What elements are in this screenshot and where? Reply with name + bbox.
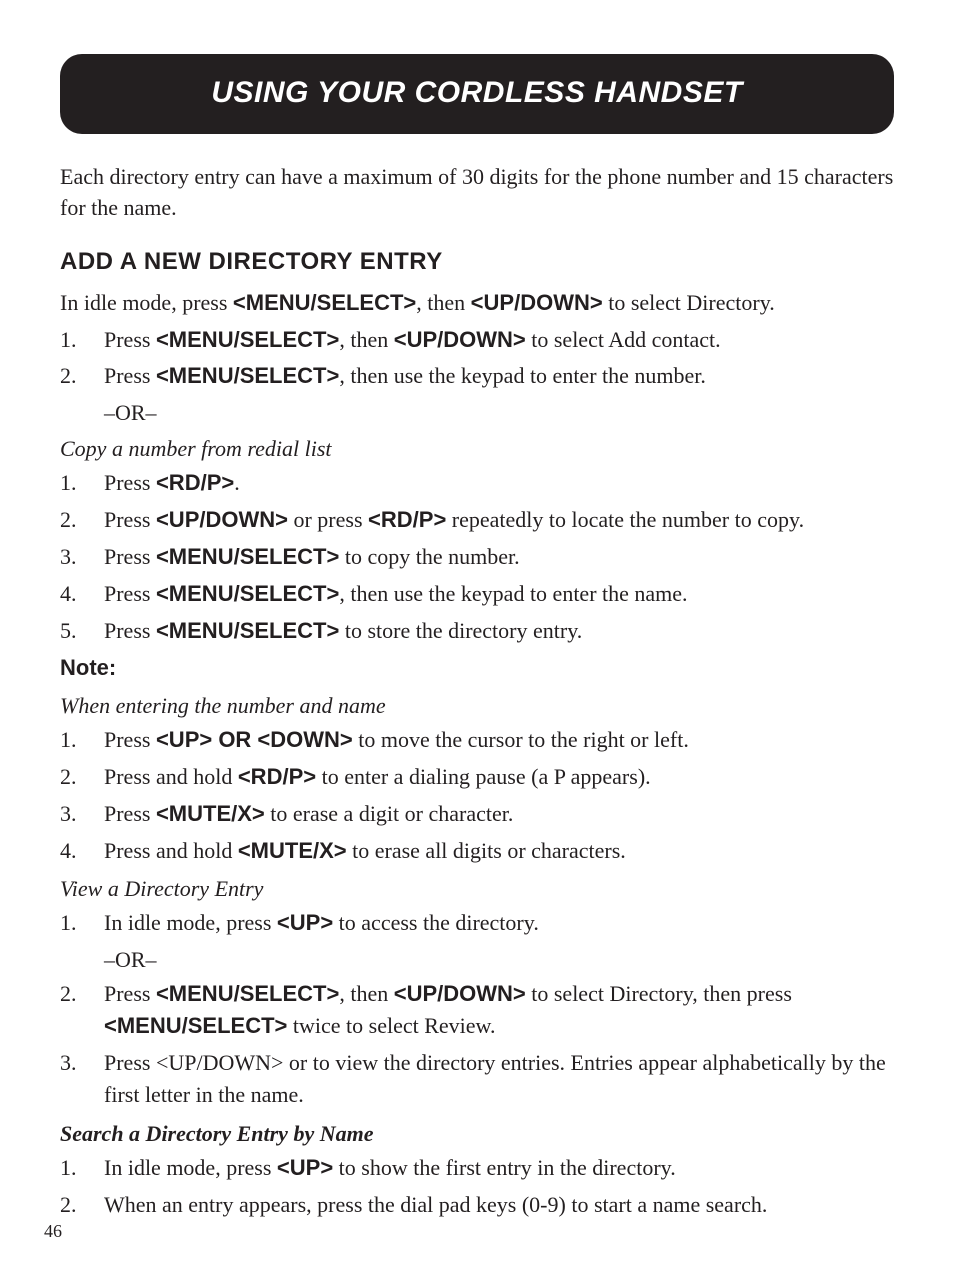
list-item: 3.Press <MUTE/X> to erase a digit or cha… <box>60 798 894 830</box>
search-entry-heading: Search a Directory Entry by Name <box>60 1121 894 1147</box>
add-entry-heading: ADD A NEW DIRECTORY ENTRY <box>60 248 894 276</box>
view-entry-steps-part2: 2.Press <MENU/SELECT>, then <UP/DOWN> to… <box>60 978 894 1111</box>
page-number: 46 <box>44 1221 62 1242</box>
view-entry-steps-part1: 1.In idle mode, press <UP> to access the… <box>60 907 894 939</box>
list-item: 5.Press <MENU/SELECT> to store the direc… <box>60 615 894 647</box>
or-divider: –OR– <box>104 947 894 973</box>
list-item: 3.Press <UP/DOWN> or to view the directo… <box>60 1047 894 1111</box>
list-item: 1.In idle mode, press <UP> to show the f… <box>60 1152 894 1184</box>
menu-select-button-label: <MENU/SELECT> <box>233 290 416 315</box>
section-title: USING YOUR CORDLESS HANDSET <box>70 76 884 110</box>
search-entry-steps: 1.In idle mode, press <UP> to show the f… <box>60 1152 894 1221</box>
note-label: Note: <box>60 655 894 681</box>
add-entry-steps: 1.Press <MENU/SELECT>, then <UP/DOWN> to… <box>60 324 894 393</box>
list-item: 2.Press <MENU/SELECT>, then use the keyp… <box>60 360 894 392</box>
list-item: 1.In idle mode, press <UP> to access the… <box>60 907 894 939</box>
list-item: 2.Press <UP/DOWN> or press <RD/P> repeat… <box>60 504 894 536</box>
list-item: 1.Press <RD/P>. <box>60 467 894 499</box>
manual-page: USING YOUR CORDLESS HANDSET Each directo… <box>0 0 954 1272</box>
list-item: 1.Press <UP> OR <DOWN> to move the curso… <box>60 724 894 756</box>
copy-from-redial-heading: Copy a number from redial list <box>60 436 894 462</box>
up-down-button-label: <UP/DOWN> <box>471 290 603 315</box>
list-item: 1.Press <MENU/SELECT>, then <UP/DOWN> to… <box>60 324 894 356</box>
list-item: 2.Press <MENU/SELECT>, then <UP/DOWN> to… <box>60 978 894 1042</box>
list-item: 4.Press and hold <MUTE/X> to erase all d… <box>60 835 894 867</box>
note-subheading: When entering the number and name <box>60 693 894 719</box>
list-item: 4.Press <MENU/SELECT>, then use the keyp… <box>60 578 894 610</box>
list-item: 3.Press <MENU/SELECT> to copy the number… <box>60 541 894 573</box>
or-divider: –OR– <box>104 400 894 426</box>
note-steps: 1.Press <UP> OR <DOWN> to move the curso… <box>60 724 894 867</box>
intro-paragraph: Each directory entry can have a maximum … <box>60 162 894 224</box>
list-item: 2.Press and hold <RD/P> to enter a diali… <box>60 761 894 793</box>
copy-from-redial-steps: 1.Press <RD/P>. 2.Press <UP/DOWN> or pre… <box>60 467 894 646</box>
list-item: 2.When an entry appears, press the dial … <box>60 1189 894 1221</box>
view-entry-heading: View a Directory Entry <box>60 876 894 902</box>
section-title-bar: USING YOUR CORDLESS HANDSET <box>60 54 894 134</box>
lead-line: In idle mode, press <MENU/SELECT>, then … <box>60 286 894 319</box>
